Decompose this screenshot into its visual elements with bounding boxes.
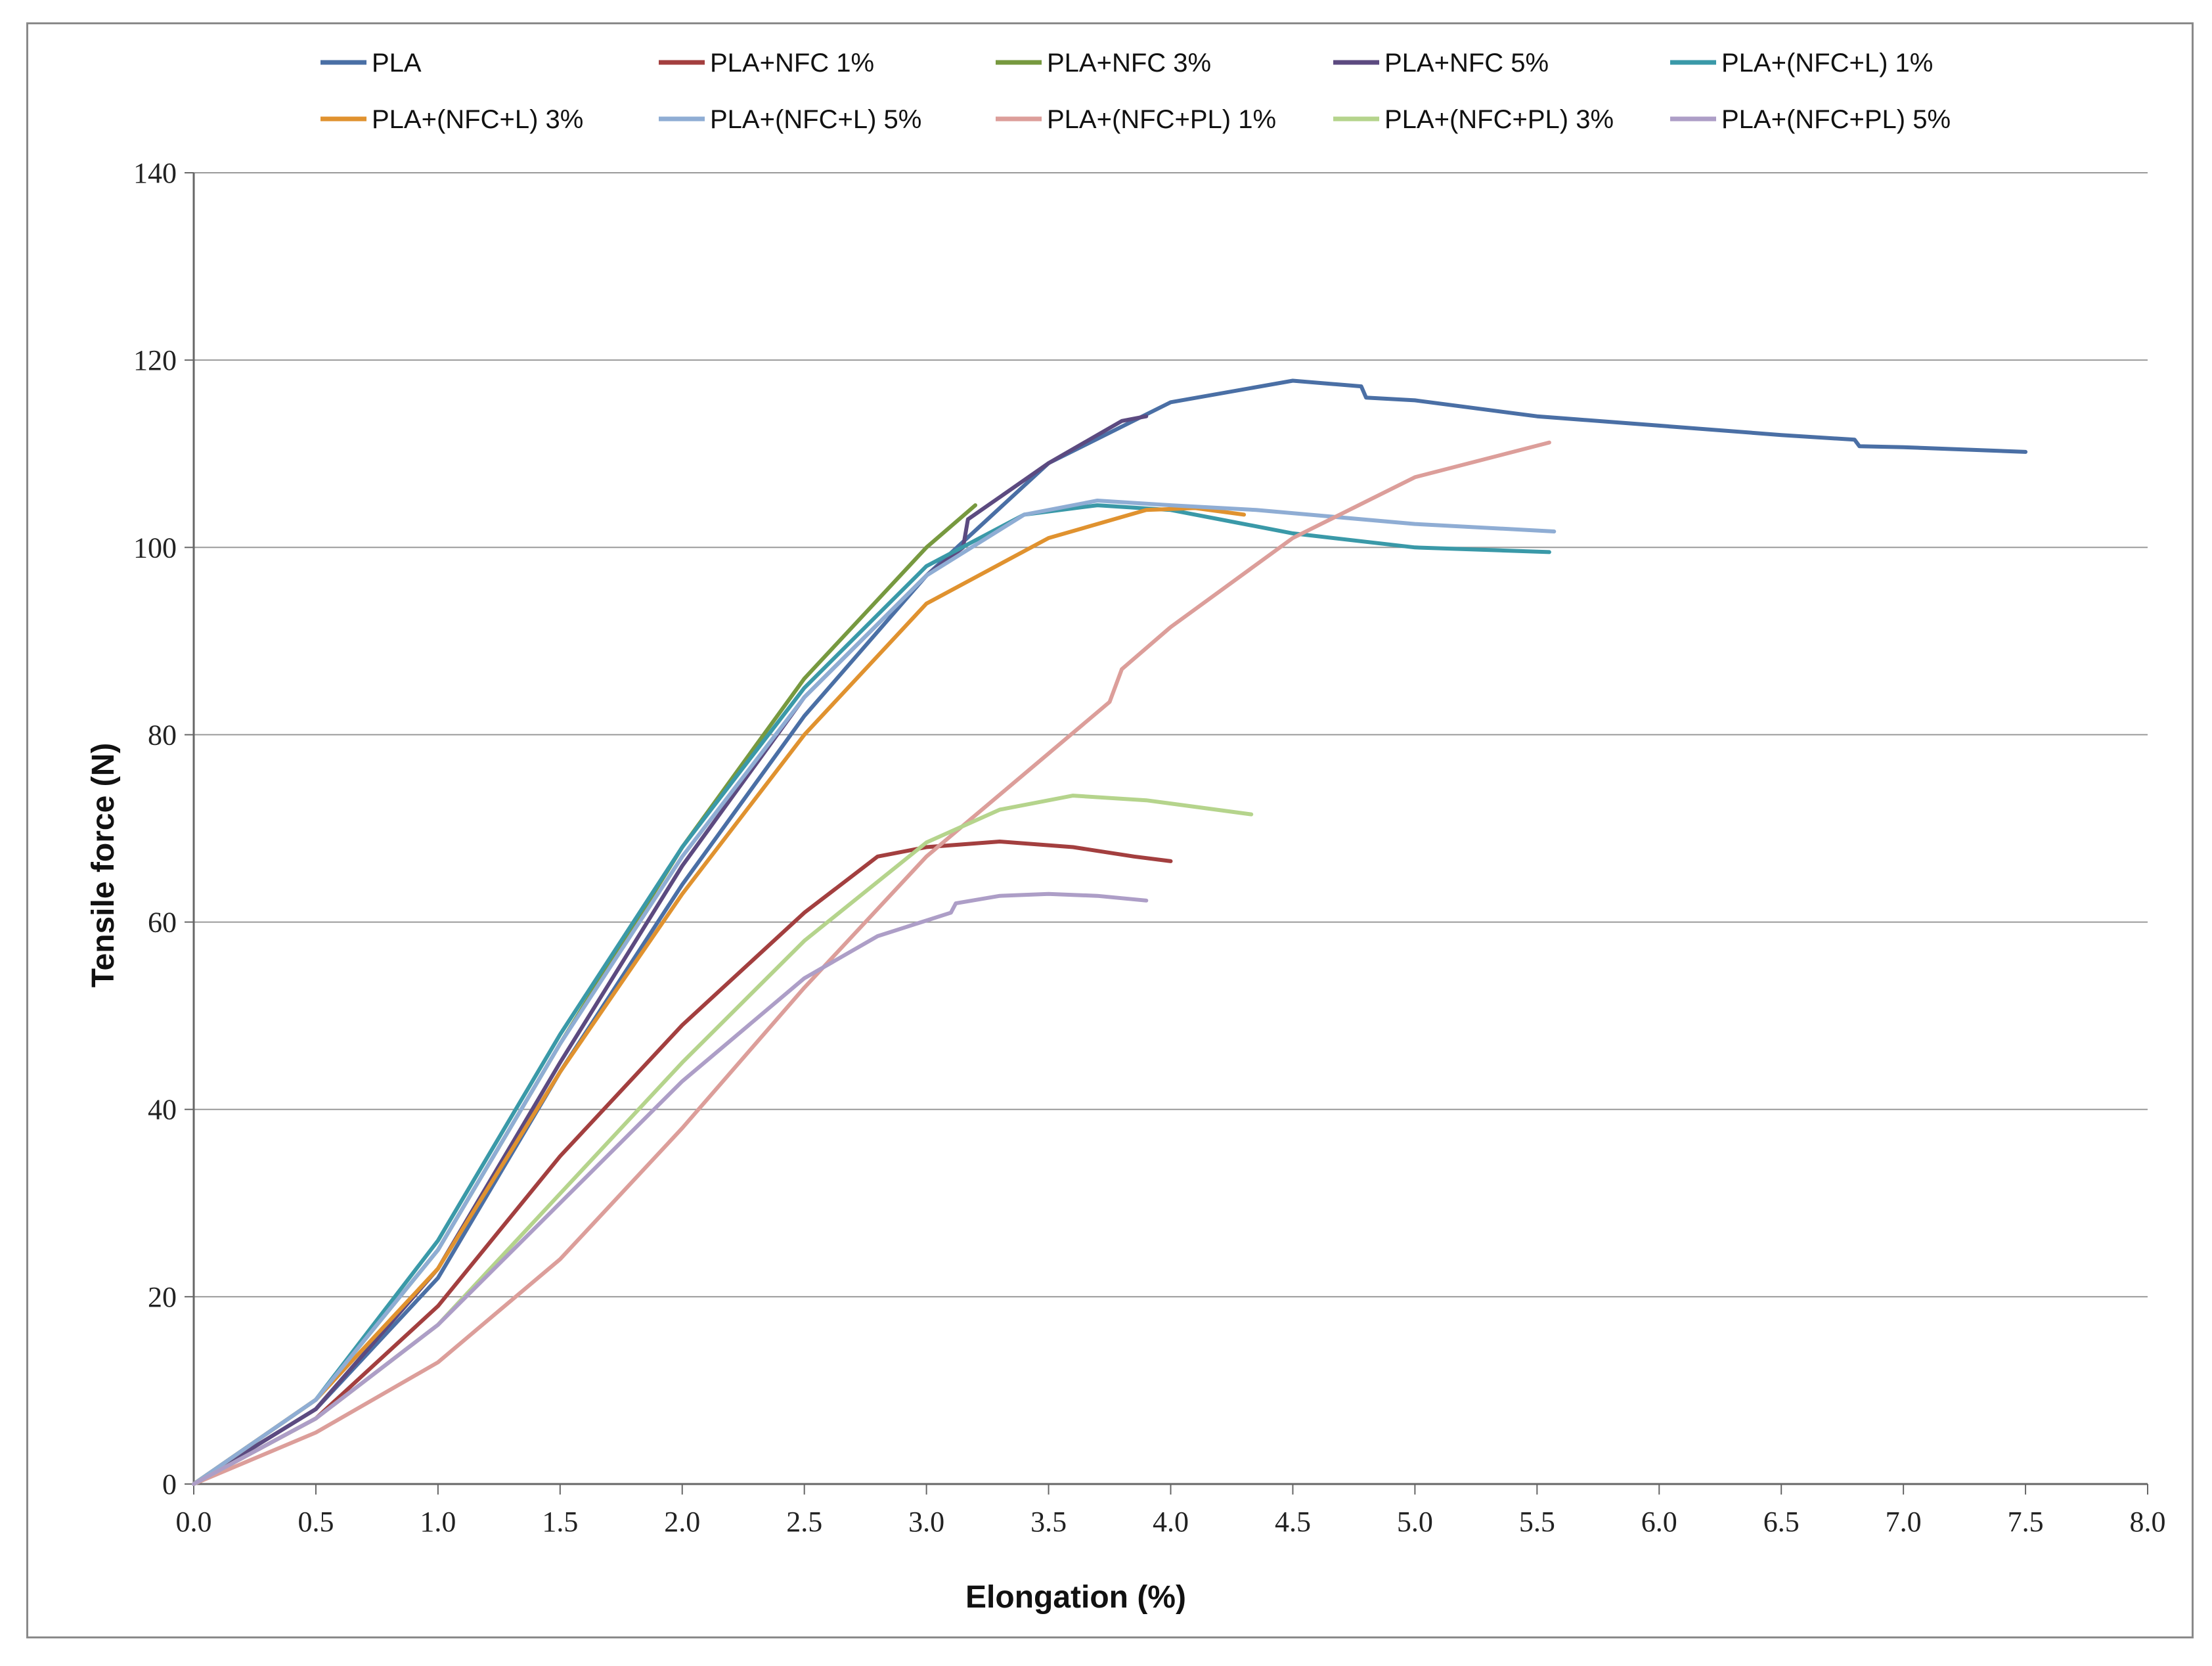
y-tick-label: 140 (133, 157, 177, 189)
x-tick-label: 7.5 (2008, 1506, 2044, 1538)
legend-label: PLA+(NFC+L) 5% (710, 105, 921, 134)
y-tick-label: 60 (148, 907, 177, 939)
legend: PLA PLA+NFC 1% PLA+NFC 3% PLA+NFC 5% PLA+(NF… (321, 49, 1951, 134)
series-line-5 (192, 503, 1551, 1486)
series-line-2 (192, 840, 1173, 1486)
series-line-10 (192, 891, 1149, 1486)
grid-lines (194, 172, 2148, 1297)
y-tick-label: 80 (148, 719, 177, 751)
x-tick-label: 8.0 (2130, 1506, 2166, 1538)
x-tick-label: 0.0 (176, 1506, 212, 1538)
x-tick-label: 5.5 (1519, 1506, 1555, 1538)
x-tick-label: 6.0 (1641, 1506, 1677, 1538)
legend-label: PLA+(NFC+L) 3% (372, 105, 583, 134)
series-line-7 (192, 499, 1557, 1486)
tick-labels: 0 20 40 60 80 100 120 140 0.0 0.5 1.0 1.5 2.0 2.5 3.0 3… (133, 157, 2166, 1538)
y-tick-label: 120 (133, 344, 177, 376)
x-tick-label: 2.0 (664, 1506, 700, 1538)
series-line-4 (192, 414, 1149, 1486)
legend-label: PLA+(NFC+PL) 3% (1384, 105, 1614, 134)
x-axis-title: Elongation (%) (965, 1580, 1186, 1615)
y-tick-label: 0 (162, 1468, 177, 1500)
legend-label: PLA+(NFC+L) 1% (1721, 49, 1933, 78)
series-lines (192, 378, 2028, 1486)
x-tick-label: 4.0 (1153, 1506, 1189, 1538)
x-tick-label: 1.5 (542, 1506, 578, 1538)
legend-label: PLA+(NFC+PL) 1% (1047, 105, 1276, 134)
axes (185, 172, 2148, 1495)
x-tick-label: 5.0 (1397, 1506, 1433, 1538)
x-tick-label: 4.5 (1275, 1506, 1311, 1538)
y-tick-label: 40 (148, 1094, 177, 1126)
x-tick-label: 2.5 (786, 1506, 822, 1538)
legend-label: PLA+NFC 3% (1047, 49, 1211, 78)
y-tick-label: 100 (133, 531, 177, 564)
chart-frame: 0 20 40 60 80 100 120 140 0.0 0.5 1.0 1.5 2.0 2.5 3.0 3… (26, 22, 2194, 1638)
x-tick-label: 1.0 (420, 1506, 456, 1538)
legend-label: PLA+NFC 1% (710, 49, 874, 78)
x-tick-label: 3.0 (908, 1506, 944, 1538)
series-line-1 (192, 378, 2028, 1486)
series-line-9 (192, 794, 1254, 1486)
tensile-force-chart: 0 20 40 60 80 100 120 140 0.0 0.5 1.0 1.5 2.0 2.5 3.0 3… (86, 49, 2166, 1615)
legend-label: PLA+NFC 5% (1384, 49, 1549, 78)
series-line-6 (192, 506, 1247, 1486)
legend-label: PLA+(NFC+PL) 5% (1721, 105, 1951, 134)
x-tick-label: 0.5 (298, 1506, 334, 1538)
x-tick-label: 3.5 (1030, 1506, 1067, 1538)
x-tick-label: 7.0 (1886, 1506, 1922, 1538)
legend-label: PLA (372, 49, 422, 78)
y-tick-label: 20 (148, 1281, 177, 1313)
series-line-8 (192, 440, 1551, 1486)
y-axis-title: Tensile force (N) (86, 743, 121, 988)
x-tick-label: 6.5 (1763, 1506, 1800, 1538)
